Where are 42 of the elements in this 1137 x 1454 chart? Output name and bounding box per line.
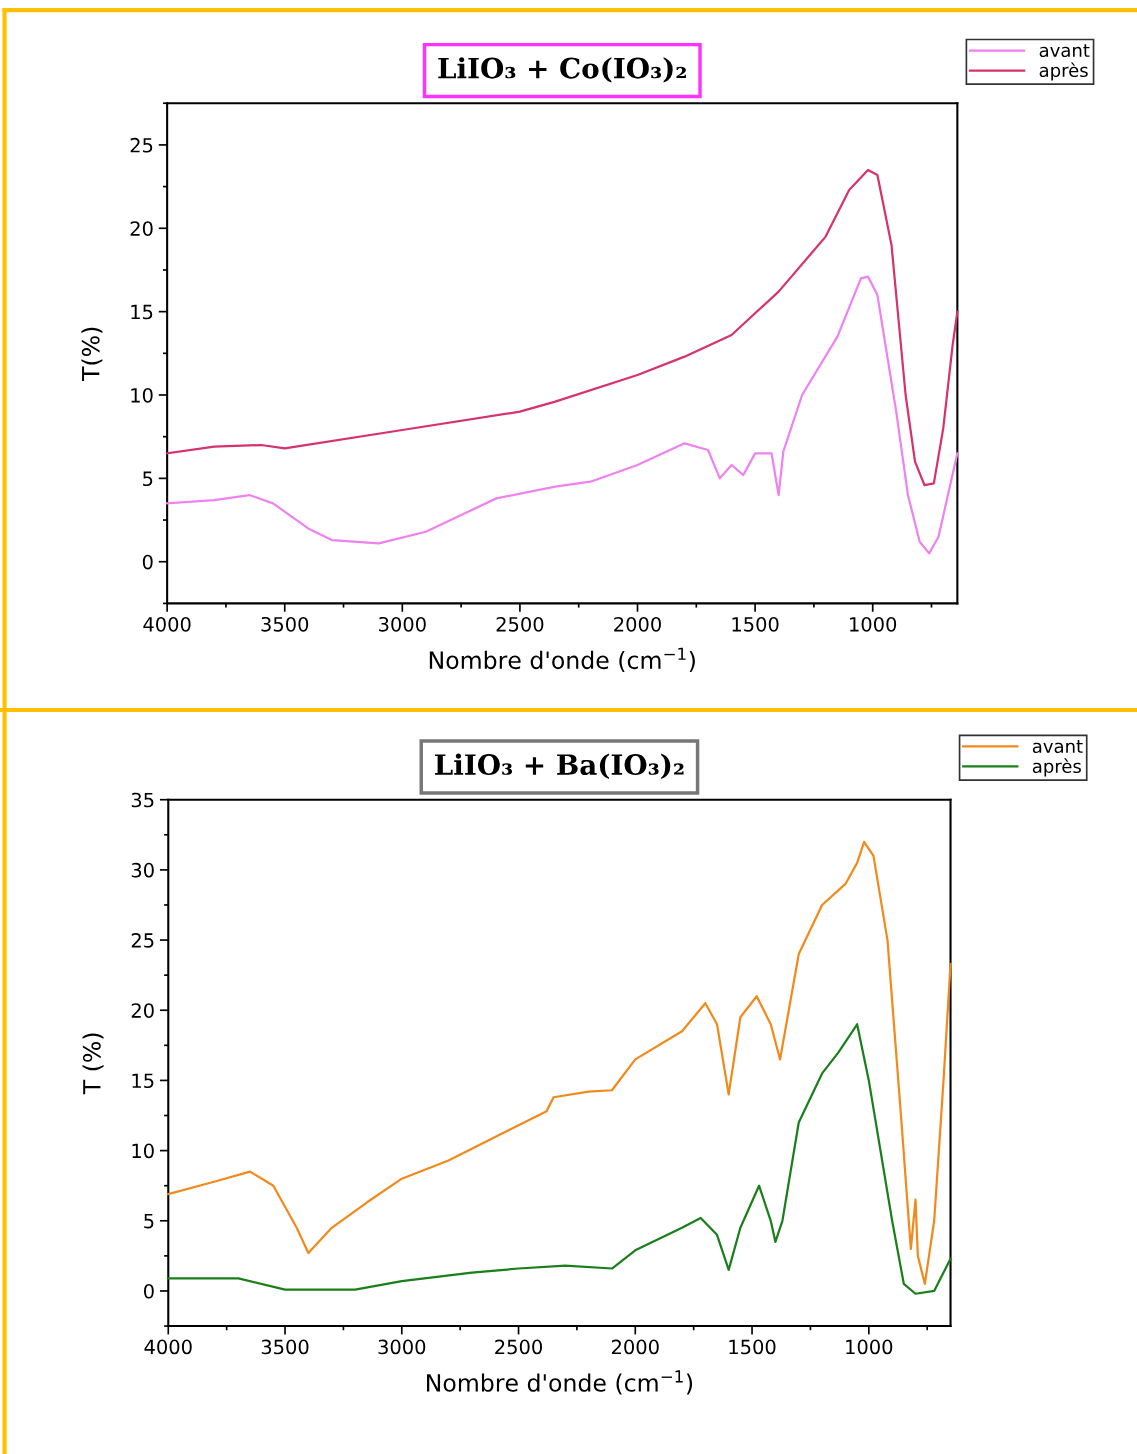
y-axis-title: T (%) [82,1033,104,1095]
y-tick-label: 0 [142,554,153,570]
chart-title: LiIO₃ + Co(IO₃)₂ [438,57,686,83]
y-tick-label: 5 [143,471,153,487]
y-tick-label: 20 [131,1003,154,1018]
y-tick-label: 5 [144,1213,154,1229]
x-tick-label: 1000 [846,1339,893,1355]
y-tick-label: 35 [131,792,154,808]
line-series [167,1023,952,1295]
x-tick-label: 3500 [261,1339,309,1355]
x-tick-label: 2500 [495,1339,542,1355]
x-tick-label: 1500 [729,1339,776,1355]
x-tick-label: 3000 [379,616,426,632]
x-tick-label: 1000 [850,616,897,632]
x-tick-label: 2500 [496,616,544,632]
y-tick-label: 15 [131,304,153,320]
y-tick-label: 25 [131,933,154,948]
x-axis-title: Nombre d'onde (cm$^{−1}$) [429,647,695,672]
x-tick-label: 2000 [611,1339,659,1355]
line-series [166,275,959,555]
x-axis-title: Nombre d'onde (cm$^{−1}$) [427,1370,693,1395]
y-tick-label: 20 [130,221,153,236]
x-tick-label: 4000 [143,616,191,632]
x-tick-label: 4000 [144,1339,192,1355]
y-tick-label: 15 [132,1073,154,1089]
x-tick-label: 2000 [614,616,661,632]
legend-label: après [1039,62,1088,81]
x-tick-label: 3500 [261,616,309,632]
y-tick-label: 10 [131,387,153,403]
y-tick-label: 10 [132,1143,154,1159]
chart-title: LiIO₃ + Ba(IO₃)₂ [435,753,684,780]
y-tick-label: 30 [131,862,154,878]
y-tick-label: 25 [130,137,153,153]
legend-label: après [1032,758,1081,777]
y-tick-label: 0 [143,1283,154,1299]
x-tick-label: 1500 [732,616,779,632]
x-tick-label: 3000 [378,1339,426,1355]
y-axis-title: T(%) [81,327,103,382]
legend-label: avant [1039,44,1090,58]
line-series [167,840,952,1286]
legend-label: avant [1032,740,1083,754]
line-series [166,168,959,487]
